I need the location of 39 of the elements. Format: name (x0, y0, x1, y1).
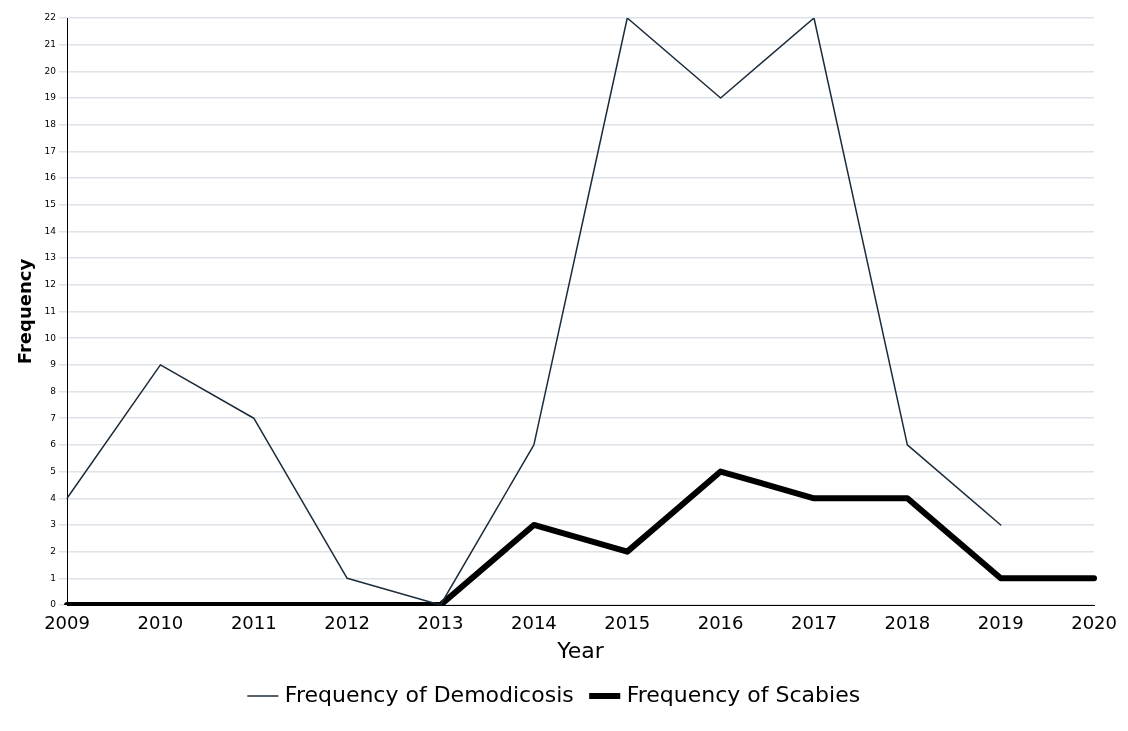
y-tick-label: 1 (50, 572, 57, 583)
x-tick-label: 2015 (604, 612, 651, 634)
y-axis-title: Frequency (14, 258, 36, 365)
x-tick-label: 2013 (417, 612, 464, 634)
legend-label: Frequency of Demodicosis (284, 681, 574, 707)
x-tick-label: 2017 (791, 612, 837, 634)
y-tick-label: 13 (44, 252, 57, 263)
y-tick-label: 6 (50, 439, 57, 450)
y-tick-label: 8 (50, 385, 57, 396)
y-tick-label: 17 (44, 145, 57, 156)
y-tick-label: 0 (50, 599, 57, 610)
x-tick-label: 2020 (1071, 612, 1117, 634)
y-tick-label: 12 (44, 279, 57, 290)
x-tick-label: 2016 (697, 612, 744, 634)
x-tick-label: 2009 (44, 612, 90, 634)
legend-label: Frequency of Scabies (626, 681, 861, 707)
y-tick-label: 10 (44, 332, 57, 343)
x-tick-label: 2010 (137, 612, 184, 634)
y-tick-label: 18 (44, 119, 57, 130)
x-tick-label: 2011 (230, 612, 277, 634)
y-tick-label: 3 (50, 519, 57, 530)
x-tick-label: 2014 (510, 612, 557, 634)
y-tick-label: 14 (44, 225, 57, 236)
x-tick-label: 2019 (977, 612, 1024, 634)
x-tick-label: 2018 (884, 612, 931, 634)
y-tick-label: 9 (50, 359, 57, 370)
y-tick-label: 11 (44, 305, 57, 316)
y-tick-label: 16 (44, 172, 57, 183)
x-axis-title: Year (556, 637, 605, 663)
y-tick-label: 15 (44, 199, 57, 210)
y-tick-label: 19 (44, 92, 57, 103)
y-tick-label: 5 (50, 465, 57, 476)
y-tick-label: 22 (44, 12, 57, 23)
y-tick-label: 20 (44, 65, 57, 76)
y-tick-label: 7 (50, 412, 57, 423)
x-tick-label: 2012 (324, 612, 371, 634)
y-tick-label: 21 (44, 39, 57, 50)
y-tick-label: 4 (50, 492, 57, 503)
y-tick-label: 2 (50, 545, 57, 556)
